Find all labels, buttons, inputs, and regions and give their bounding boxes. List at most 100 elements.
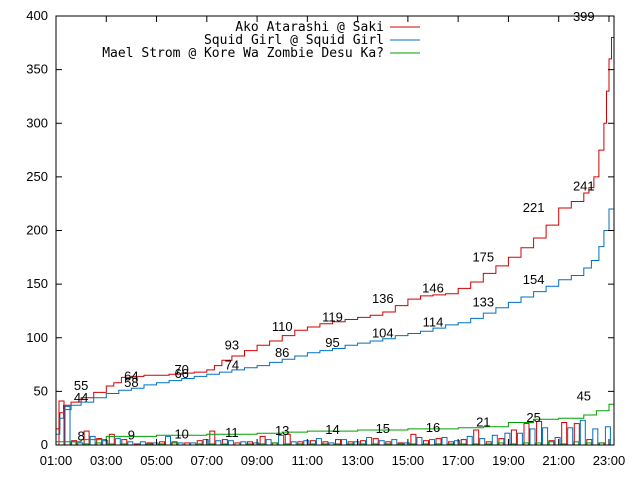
activity-bar (441, 437, 448, 446)
legend-entry: Ako Atarashi @ Saki (235, 20, 384, 35)
data-label: 58 (124, 375, 138, 390)
activity-bar (378, 440, 385, 446)
activity-bar (491, 434, 498, 446)
x-tick-label: 03:00 (90, 453, 123, 468)
activity-bar (554, 437, 561, 446)
data-label: 11 (225, 425, 239, 440)
data-label: 114 (423, 315, 444, 330)
data-label: 221 (523, 200, 545, 215)
x-tick-label: 21:00 (542, 453, 575, 468)
data-label: 133 (472, 294, 494, 309)
activity-bar (102, 440, 109, 446)
data-label: 175 (472, 249, 494, 264)
y-tick-label: 400 (26, 8, 48, 23)
activity-bar (561, 422, 568, 446)
x-tick-label: 09:00 (241, 453, 274, 468)
x-tick-label: 15:00 (392, 453, 425, 468)
activity-bar (315, 438, 322, 446)
activity-bar (510, 429, 517, 446)
activity-bar (265, 439, 272, 446)
x-tick-label: 11:00 (292, 453, 324, 468)
activity-bar (466, 435, 473, 446)
data-label: 136 (372, 291, 394, 306)
lines-layer (56, 17, 615, 443)
activity-bar (215, 440, 222, 446)
data-label: 13 (275, 423, 289, 438)
activity-bar (523, 423, 530, 446)
data-label: 64 (124, 368, 138, 383)
data-label: 21 (476, 415, 490, 430)
data-label: 45 (577, 389, 591, 404)
series-line (56, 17, 615, 430)
activity-bar (303, 440, 310, 446)
activity-bar (473, 429, 480, 446)
data-label: 95 (325, 335, 339, 350)
activity-bar (341, 439, 347, 446)
data-label: 16 (426, 420, 440, 435)
y-tick-label: 0 (41, 437, 48, 452)
activity-bar (391, 439, 398, 446)
data-label: 9 (128, 427, 135, 442)
data-label: 55 (74, 378, 88, 393)
data-label: 15 (376, 421, 390, 436)
activity-bar (454, 440, 461, 446)
y-tick-label: 150 (26, 276, 48, 291)
activity-bar (516, 432, 523, 446)
activity-bar (529, 428, 536, 446)
activity-bar (202, 439, 209, 446)
data-label: 110 (272, 319, 293, 334)
series-line (56, 186, 615, 435)
data-label: 25 (526, 410, 540, 425)
activity-bar (429, 439, 435, 446)
data-label: 146 (422, 280, 444, 295)
activity-bar (227, 440, 234, 446)
activity-bar (114, 438, 121, 446)
data-label: 119 (322, 309, 343, 324)
activity-bar (366, 437, 373, 446)
y-tick-label: 50 (34, 383, 48, 398)
data-label: 8 (77, 428, 84, 443)
legend-entry: Mael Strom @ Kore Wa Zombie Desu Ka? (102, 46, 384, 61)
activity-bar (542, 427, 549, 446)
data-label: 86 (275, 345, 289, 360)
activity-bar (504, 432, 511, 446)
data-label: 74 (225, 358, 239, 373)
x-tick-label: 07:00 (191, 453, 224, 468)
x-tick-label: 05:00 (140, 453, 173, 468)
activity-bar (83, 430, 90, 446)
x-tick-label: 01:00 (40, 453, 73, 468)
data-label: 154 (523, 272, 545, 287)
y-tick-label: 250 (26, 169, 48, 184)
activity-bar (165, 435, 171, 446)
activity-bar (89, 435, 96, 446)
data-label: 14 (325, 422, 339, 437)
x-tick-label: 23:00 (593, 453, 626, 468)
activity-bar (64, 405, 71, 446)
activity-bar (604, 426, 611, 446)
data-label: 104 (372, 326, 394, 341)
data-label: 44 (74, 390, 88, 405)
series-line (56, 396, 615, 443)
activity-bar (592, 428, 599, 446)
data-label: 93 (225, 337, 239, 352)
x-tick-label: 19:00 (492, 453, 525, 468)
activity-bar (579, 419, 586, 446)
data-label: 10 (174, 426, 188, 441)
activity-bar (416, 437, 423, 446)
x-tick-label: 13:00 (341, 453, 374, 468)
legend-entry: Squid Girl @ Squid Girl (204, 33, 384, 48)
data-label: 241 (573, 179, 595, 194)
plot-frame (55, 15, 615, 446)
data-label: 70 (174, 362, 188, 377)
data-label: 66 (174, 366, 188, 381)
x-tick-label: 17:00 (442, 453, 475, 468)
activity-bar (567, 427, 574, 446)
activity-bar (209, 430, 216, 446)
y-tick-label: 100 (26, 330, 48, 345)
y-tick-label: 200 (26, 223, 48, 238)
activity-bar (479, 438, 486, 446)
y-tick-label: 350 (26, 62, 48, 77)
